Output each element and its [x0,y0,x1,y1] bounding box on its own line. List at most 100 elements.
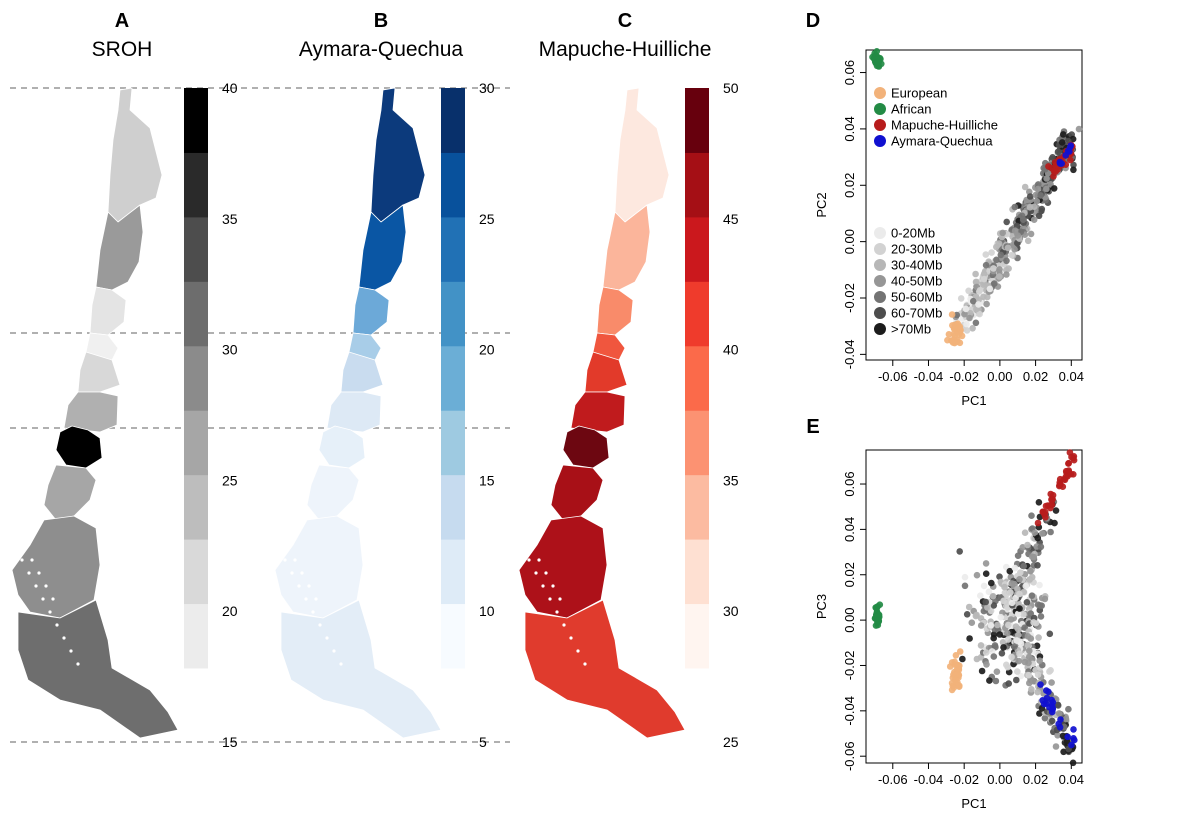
point-admixed [1049,154,1056,161]
x-tick-label: -0.04 [914,772,944,787]
point-admixed [1004,629,1011,637]
point-admixed [1034,534,1042,542]
map-island-speck [576,649,580,653]
point-admixed [1054,148,1062,155]
colorbar-bin [184,88,208,153]
point-admixed [1037,613,1045,620]
point-admixed [1014,552,1022,559]
map-island-speck [537,558,541,562]
map-island-speck [23,675,27,679]
point-admixed [1005,636,1012,643]
point-admixed [1011,564,1019,572]
legend-marker [874,243,886,255]
point-admixed [973,611,980,619]
map-island-speck [339,662,343,666]
point-mapuche-huilliche [1042,502,1050,510]
point-admixed [1003,600,1011,607]
point-admixed [1024,237,1032,245]
map-regions-a [11,87,179,739]
point-admixed [1048,679,1055,686]
point-admixed [1015,631,1022,639]
colorbar-tick-label: 5 [479,734,487,750]
colorbar-tick-label: 20 [222,603,238,619]
colorbar-bin [184,410,208,476]
point-african [874,613,881,621]
map-island-speck [558,597,562,601]
colorbar-bin [685,216,709,282]
map-region-2 [358,204,407,291]
point-admixed [1030,216,1038,223]
y-tick-label: -0.04 [842,696,857,726]
colorbar-tick-label: 25 [222,472,238,488]
point-aymara-quechua [1070,726,1077,733]
map-region-2 [602,204,651,291]
x-tick-label: 0.04 [1059,772,1084,787]
map-region-10 [17,599,179,739]
point-admixed [982,649,990,656]
point-admixed [1003,661,1010,669]
legend-roh: 0-20Mb20-30Mb30-40Mb40-50Mb50-60Mb60-70M… [874,226,942,337]
point-admixed [1017,672,1025,680]
map-island-speck [311,610,315,614]
point-admixed [957,295,965,302]
point-admixed [1043,175,1050,182]
point-admixed [1034,671,1042,678]
colorbar-tick-label: 25 [723,734,739,750]
point-admixed [1016,650,1023,658]
scatter-panel-d: D -0.06 -0.04 -0.02 0.00 0.02 0.04 -0.04 -0.02 0… [806,10,1084,408]
legend-label: 60-70Mb [891,306,942,321]
point-aymara-quechua [1068,741,1075,749]
point-european [956,648,964,655]
point-admixed [1047,528,1054,536]
colorbar-bin [184,345,208,411]
point-mapuche-huilliche [1034,519,1042,527]
point-admixed [1014,232,1022,239]
legend-label: 0-20Mb [891,226,935,241]
map-panel-b: B Aymara-Quechua 5 10 15 20 25 30 [274,10,495,750]
point-admixed [1008,653,1015,661]
point-admixed [1034,562,1041,569]
point-african [873,48,881,55]
legend-label: 20-30Mb [891,242,942,257]
point-admixed [963,327,971,334]
map-region-9 [11,515,101,619]
map-island-speck [297,584,301,588]
point-admixed [1054,701,1062,709]
point-admixed [1013,676,1020,684]
point-admixed [1011,203,1019,211]
map-region-6 [570,391,626,433]
point-admixed [996,631,1004,638]
point-admixed [1011,580,1018,588]
point-aymara-quechua [1056,724,1064,731]
point-admixed [1054,732,1061,739]
point-admixed [956,548,963,555]
colorbar-bin [184,474,208,540]
map-island-speck [37,571,41,575]
map-island-speck [314,597,318,601]
map-regions-c [518,87,686,739]
y-tick-label: 0.06 [842,471,857,496]
point-admixed [1026,193,1034,200]
point-admixed [1052,743,1060,750]
legend-label: 30-40Mb [891,258,942,273]
map-island-speck [551,584,555,588]
point-admixed [990,265,997,272]
colorbar-bin [685,152,709,218]
point-mapuche-huilliche [1042,514,1049,521]
point-admixed [961,573,969,581]
colorbar-bin [685,474,709,540]
point-admixed [982,598,989,606]
map-region-6 [326,391,382,433]
point-aymara-quechua [1049,699,1057,706]
point-admixed [999,229,1006,237]
map-region-10 [280,599,442,739]
colorbar-tick-label: 40 [222,80,238,96]
map-island-speck [48,610,52,614]
map-region-5 [77,351,121,393]
point-mapuche-huilliche [1070,456,1078,464]
point-admixed [1028,592,1036,599]
colorbar-tick-label: 45 [723,211,739,227]
point-admixed [1027,635,1035,642]
point-admixed [986,677,993,684]
colorbar-bin [184,603,208,669]
